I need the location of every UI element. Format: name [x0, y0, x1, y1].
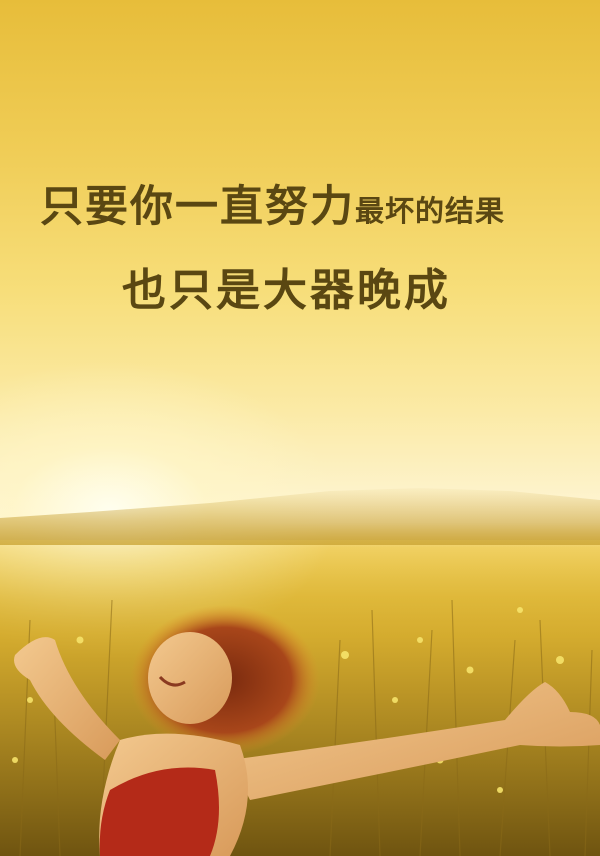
headline-large-text: 只要你一直努力	[40, 182, 355, 232]
face	[148, 632, 232, 724]
right-arm	[230, 682, 600, 800]
left-arm	[14, 637, 120, 760]
woman-figure	[14, 605, 600, 856]
headline-small-text: 最坏的结果	[355, 194, 506, 228]
smile	[158, 675, 186, 687]
headline-line2: 也只是大器晚成	[122, 265, 451, 316]
headline-line1: 只要你一直努力最坏的结果	[40, 172, 505, 234]
flower-dots	[12, 607, 564, 793]
red-top	[99, 767, 219, 856]
